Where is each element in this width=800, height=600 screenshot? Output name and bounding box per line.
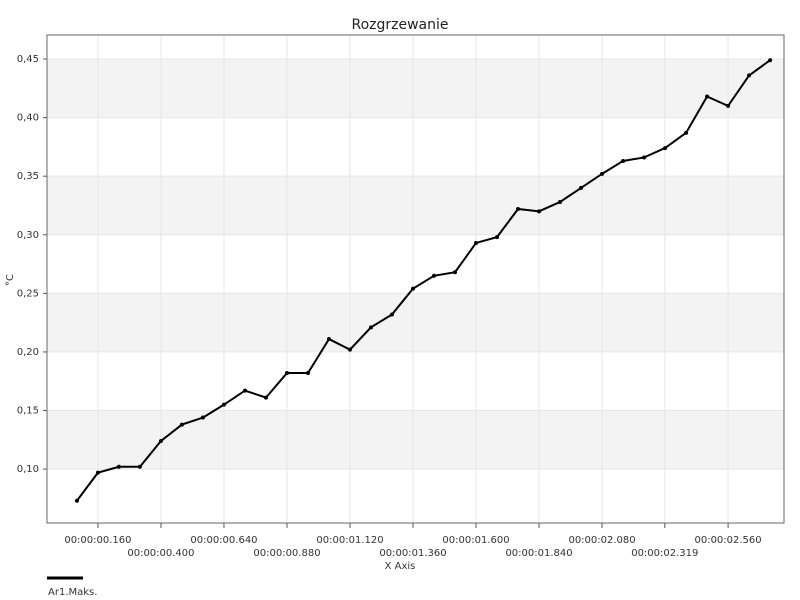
data-point: [642, 155, 647, 160]
data-point: [516, 206, 521, 211]
data-point: [705, 94, 710, 99]
x-axis-label: X Axis: [385, 561, 416, 572]
data-point: [621, 158, 626, 163]
data-point: [495, 235, 500, 240]
data-point: [368, 325, 373, 330]
y-tick-label: 0,20: [17, 347, 39, 358]
data-point: [600, 171, 605, 176]
data-point: [74, 498, 79, 503]
grid-band: [47, 293, 784, 352]
grid-band: [47, 59, 784, 118]
y-tick-label: 0,30: [17, 230, 39, 241]
data-line: [76, 59, 771, 502]
plot-frame: [46, 34, 785, 524]
x-tick-label: 00:00:02.080: [568, 535, 635, 546]
data-point: [221, 402, 226, 407]
data-point: [263, 395, 268, 400]
y-axis-label: °C: [5, 274, 16, 286]
x-tick-label: 00:00:02.319: [631, 548, 698, 559]
data-point: [242, 388, 247, 393]
grid: [47, 35, 784, 523]
data-point: [390, 312, 395, 317]
data-point: [179, 422, 184, 427]
data-point: [158, 438, 163, 443]
x-tick-label: 00:00:00.160: [64, 535, 131, 546]
x-tick-label: 00:00:01.840: [505, 548, 572, 559]
data-point: [411, 286, 416, 291]
y-tick-label: 0,25: [17, 288, 39, 299]
data-point: [663, 146, 668, 151]
data-point: [116, 464, 121, 469]
x-tick-label: 00:00:02.560: [694, 535, 761, 546]
data-point: [284, 371, 289, 376]
y-tick-label: 0,10: [17, 464, 39, 475]
y-tick-label: 0,40: [17, 113, 39, 124]
data-point: [347, 347, 352, 352]
data-point: [432, 273, 437, 278]
y-tick-label: 0,15: [17, 406, 39, 417]
x-tick-label: 00:00:01.120: [316, 535, 383, 546]
grid-band: [47, 176, 784, 235]
legend-label: Ar1.Maks.: [48, 587, 97, 598]
data-point: [726, 103, 731, 108]
data-point: [200, 415, 205, 420]
data-point: [326, 337, 331, 342]
data-point: [747, 73, 752, 78]
data-point: [768, 58, 773, 63]
data-point: [579, 185, 584, 190]
grid-band: [47, 410, 784, 470]
data-point: [558, 199, 563, 204]
chart-title: Rozgrzewanie: [351, 17, 448, 33]
data-point: [474, 240, 479, 245]
x-tick-label: 00:00:01.360: [379, 548, 446, 559]
data-point: [137, 464, 142, 469]
data-point: [684, 130, 689, 135]
data-point: [537, 209, 542, 214]
y-tick-label: 0,45: [17, 54, 39, 65]
x-tick-label: 00:00:00.880: [253, 548, 320, 559]
x-tick-label: 00:00:00.400: [127, 548, 194, 559]
x-tick-label: 00:00:00.640: [190, 535, 257, 546]
data-point: [95, 470, 100, 475]
x-tick-label: 00:00:01.600: [442, 535, 509, 546]
y-tick-label: 0,35: [17, 171, 39, 182]
data-point: [453, 270, 458, 275]
data-point: [305, 371, 310, 376]
